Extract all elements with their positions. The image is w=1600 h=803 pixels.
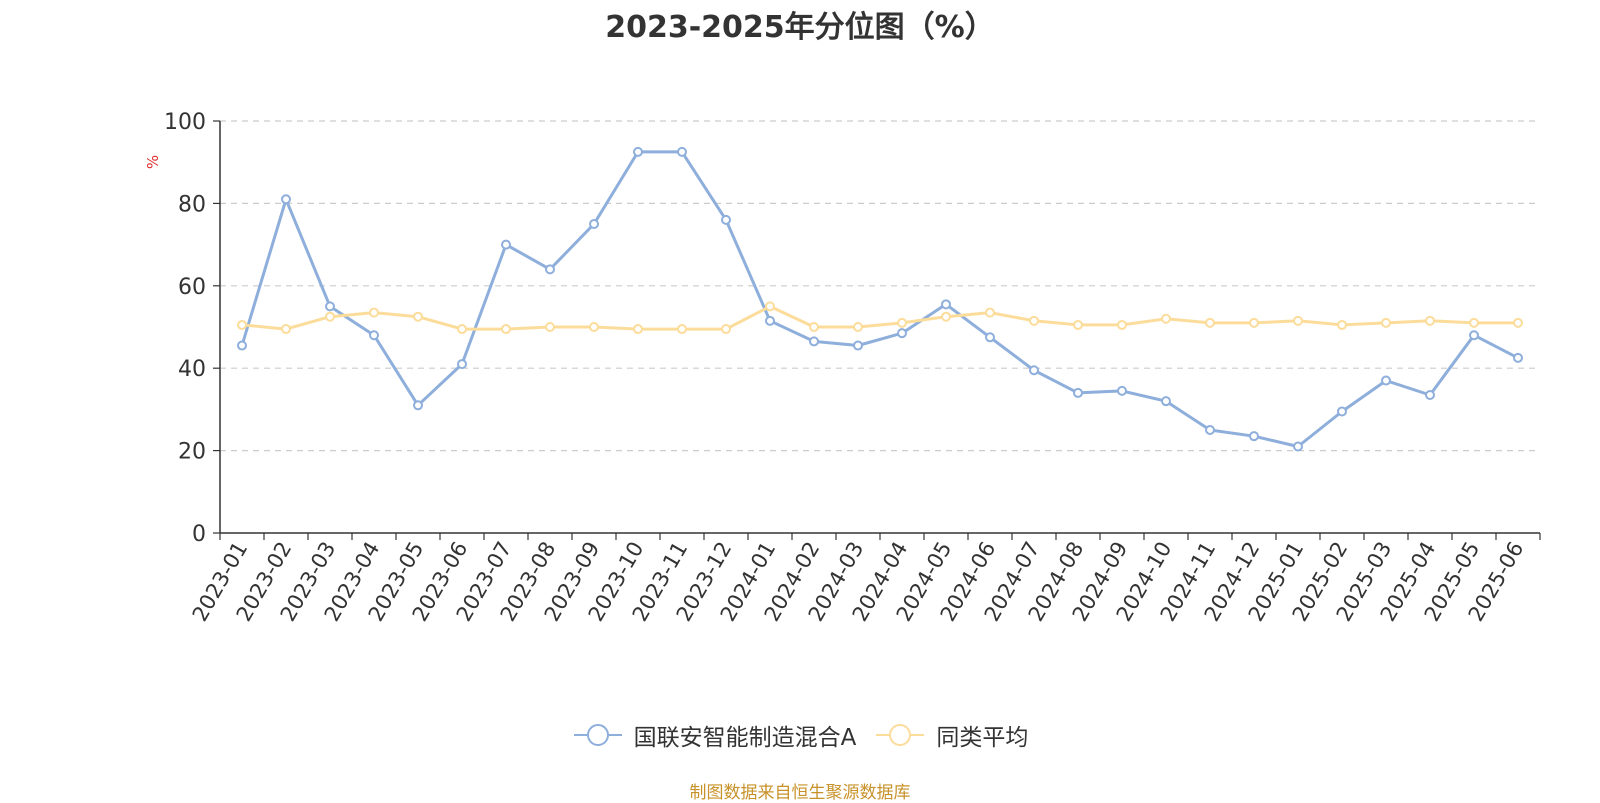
data-point[interactable] <box>1469 330 1479 341</box>
data-point[interactable] <box>677 146 687 157</box>
data-point[interactable] <box>1029 365 1039 376</box>
data-point[interactable] <box>897 328 907 339</box>
data-point[interactable] <box>281 194 291 205</box>
data-point[interactable] <box>1249 431 1259 442</box>
data-point[interactable] <box>457 324 467 335</box>
data-point[interactable] <box>325 301 335 312</box>
data-point[interactable] <box>677 324 687 335</box>
data-point[interactable] <box>545 322 555 332</box>
y-axis-unit-label: % <box>144 155 162 169</box>
data-point[interactable] <box>1029 315 1039 326</box>
data-point[interactable] <box>1073 319 1083 330</box>
data-point[interactable] <box>1161 396 1171 407</box>
data-point[interactable] <box>1205 317 1215 328</box>
legend-label: 同类平均 <box>936 725 1029 751</box>
y-tick-label: 60 <box>178 275 206 300</box>
data-point[interactable] <box>1073 387 1083 398</box>
data-point[interactable] <box>1205 425 1215 435</box>
data-point[interactable] <box>1337 319 1347 330</box>
data-point[interactable] <box>501 324 511 335</box>
y-tick-label: 40 <box>178 357 206 382</box>
data-point[interactable] <box>281 324 291 335</box>
data-point[interactable] <box>1337 406 1347 417</box>
data-point[interactable] <box>1381 375 1391 386</box>
data-point[interactable] <box>985 332 995 343</box>
series-2 <box>237 301 1523 335</box>
y-tick-label: 20 <box>178 440 206 465</box>
y-tick-label: 80 <box>178 192 206 217</box>
data-point[interactable] <box>1513 317 1523 328</box>
legend-swatch-icon <box>573 724 622 746</box>
chart-title: 2023-2025年分位图（%） <box>605 10 995 45</box>
series-line <box>240 150 1519 448</box>
data-point[interactable] <box>633 146 643 157</box>
y-tick-label: 100 <box>164 110 206 135</box>
data-point[interactable] <box>369 330 379 341</box>
data-point[interactable] <box>1293 441 1303 452</box>
data-point[interactable] <box>545 264 555 275</box>
legend-item-1[interactable]: 国联安智能制造混合A <box>572 718 857 752</box>
data-point[interactable] <box>633 324 643 335</box>
data-point[interactable] <box>325 311 335 322</box>
data-point[interactable] <box>1161 313 1171 324</box>
legend-item-2[interactable]: 同类平均 <box>874 718 1028 752</box>
data-point[interactable] <box>237 319 247 330</box>
data-point[interactable] <box>941 311 951 322</box>
line-chart: 0204060801002023-012023-022023-032023-04… <box>144 110 1541 625</box>
data-point[interactable] <box>1381 317 1391 328</box>
legend-label: 国联安智能制造混合A <box>633 725 857 751</box>
data-point[interactable] <box>1425 389 1435 400</box>
data-point[interactable] <box>721 324 731 335</box>
data-point[interactable] <box>501 239 511 250</box>
data-point[interactable] <box>1425 315 1435 326</box>
series <box>237 146 1523 452</box>
series-1 <box>237 146 1523 452</box>
y-tick-label: 0 <box>192 522 206 547</box>
data-point[interactable] <box>1249 317 1259 328</box>
series-line <box>241 304 1518 331</box>
data-point[interactable] <box>369 307 379 318</box>
data-point[interactable] <box>765 315 775 326</box>
data-point[interactable] <box>897 317 907 328</box>
data-point[interactable] <box>853 340 863 351</box>
data-point[interactable] <box>589 219 599 229</box>
data-point[interactable] <box>1117 319 1127 330</box>
data-point[interactable] <box>1293 315 1303 326</box>
data-point[interactable] <box>809 322 819 332</box>
data-point[interactable] <box>589 322 599 332</box>
data-point[interactable] <box>721 214 731 225</box>
data-point[interactable] <box>457 359 467 370</box>
data-point[interactable] <box>853 322 863 332</box>
legend-swatch-icon <box>876 724 925 746</box>
grid-lines <box>220 120 1540 452</box>
source-note: 制图数据来自恒生聚源数据库 <box>689 783 911 803</box>
data-point[interactable] <box>941 299 951 310</box>
data-point[interactable] <box>413 311 423 322</box>
data-point[interactable] <box>1513 352 1523 363</box>
legend: 国联安智能制造混合A 同类平均 <box>0 718 1600 752</box>
data-point[interactable] <box>985 307 995 318</box>
data-point[interactable] <box>1117 385 1127 396</box>
data-point[interactable] <box>1469 317 1479 328</box>
data-point[interactable] <box>809 336 819 347</box>
data-point[interactable] <box>237 340 247 351</box>
data-point[interactable] <box>765 301 775 312</box>
data-point[interactable] <box>413 400 423 411</box>
